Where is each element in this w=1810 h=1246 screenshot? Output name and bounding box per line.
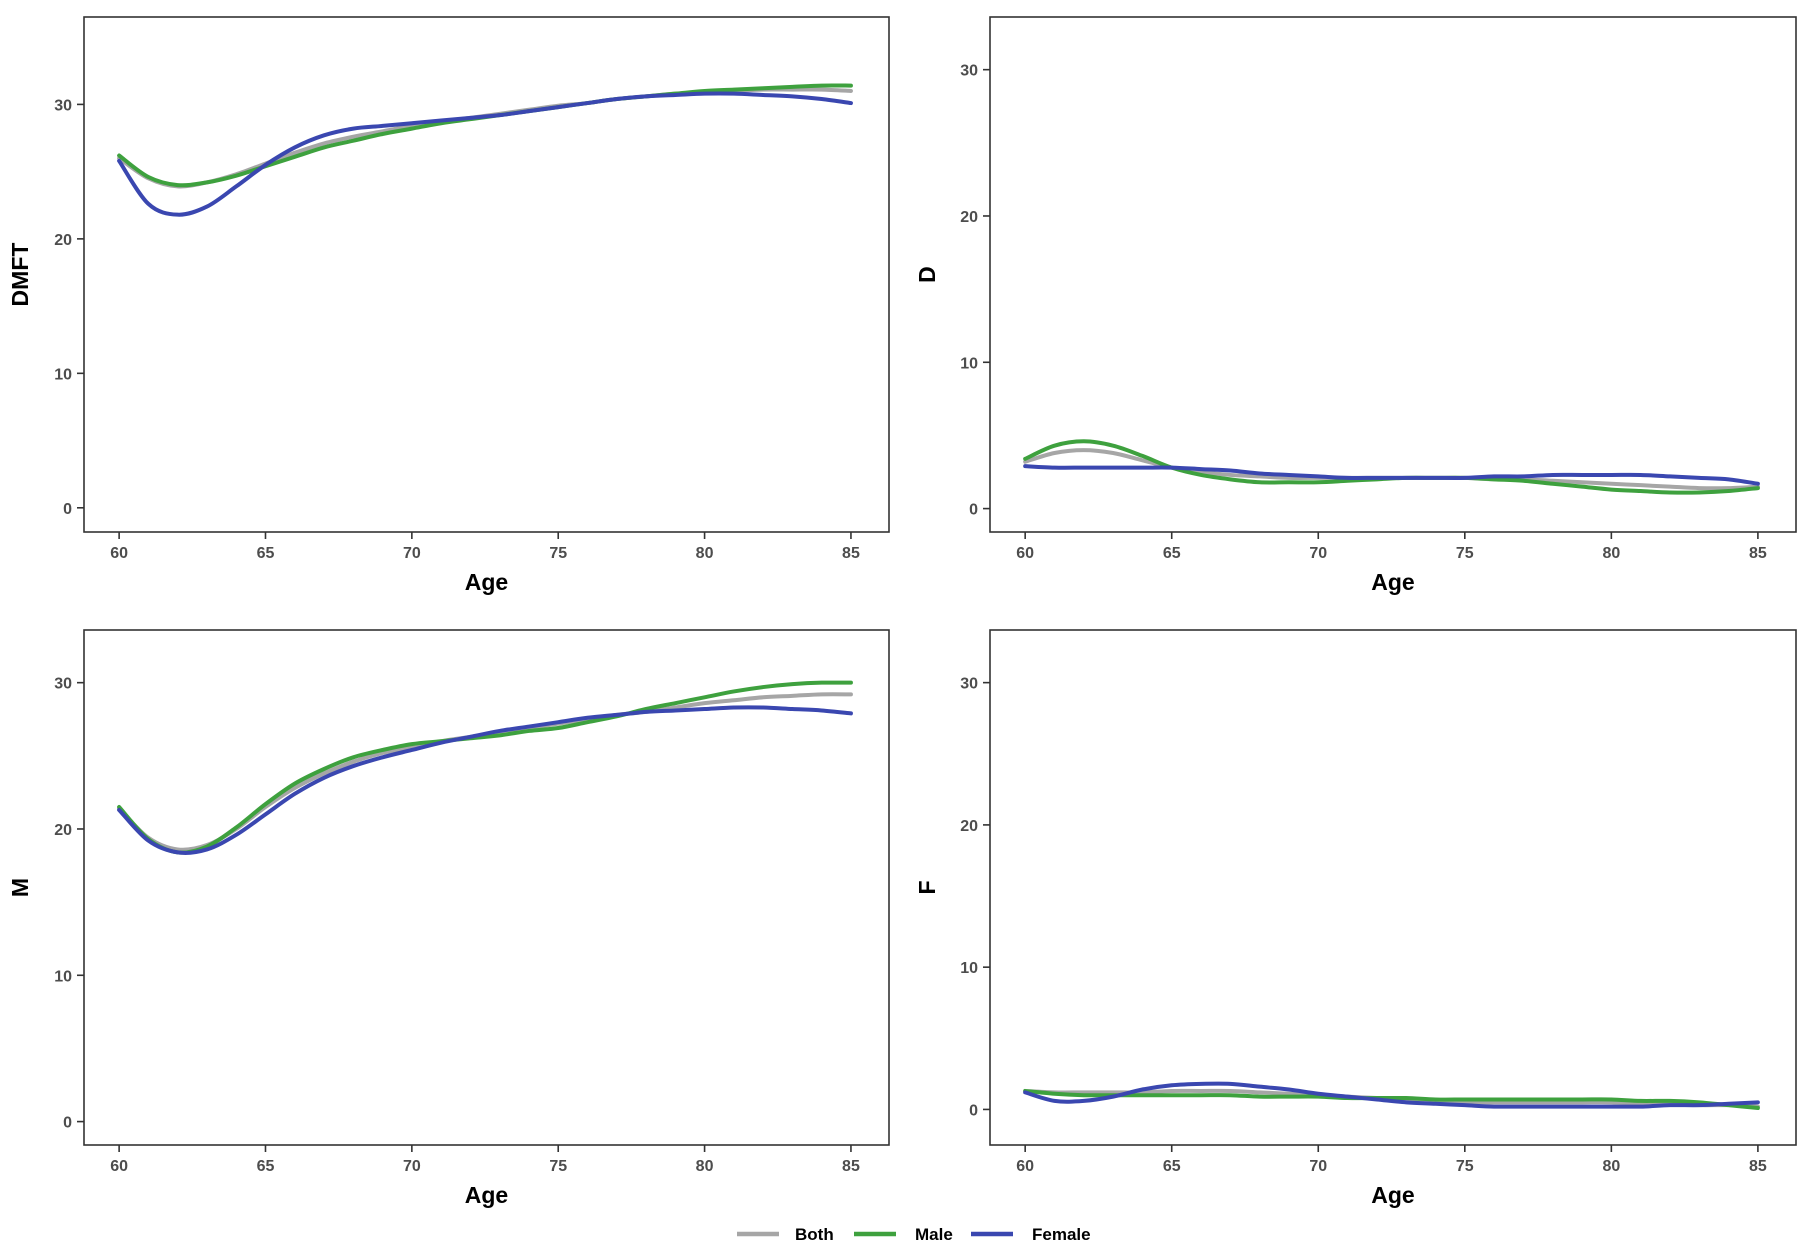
x-tick-label: 60 xyxy=(1016,545,1034,562)
y-tick-label: 20 xyxy=(960,818,978,835)
series-line-female xyxy=(117,705,853,855)
x-tick-label: 65 xyxy=(257,545,275,562)
legend-label: Both xyxy=(795,1225,834,1244)
panel-frame xyxy=(989,16,1797,533)
y-tick-label: 20 xyxy=(54,232,72,249)
x-tick-label: 70 xyxy=(403,545,421,562)
y-tick-label: 0 xyxy=(969,502,978,519)
y-axis-title: M xyxy=(7,878,33,897)
y-tick-label: 10 xyxy=(960,960,978,977)
y-axis-title: F xyxy=(914,880,940,894)
y-tick-label: 30 xyxy=(54,97,72,114)
y-tick-label: 30 xyxy=(960,63,978,80)
panel-m: 60 65 70 75 80 85 0 10 20 30 Age M xyxy=(7,629,890,1208)
x-tick-label: 75 xyxy=(1456,1158,1474,1175)
series-line-male xyxy=(117,680,853,855)
x-tick-label: 80 xyxy=(696,545,714,562)
legend-item-female: Female xyxy=(971,1225,1091,1244)
y-tick-label: 0 xyxy=(63,1115,72,1132)
series-line-both xyxy=(117,692,853,852)
y-tick-label: 30 xyxy=(54,676,72,693)
panel-dmft: 60 65 70 75 80 85 0 10 20 30 Age DMFT xyxy=(7,16,890,595)
x-tick-label: 80 xyxy=(1602,1158,1620,1175)
series-line-female xyxy=(1023,1081,1760,1109)
x-tick-label: 85 xyxy=(1749,545,1767,562)
x-tick-label: 75 xyxy=(549,1158,567,1175)
panels: 60 65 70 75 80 85 0 10 20 30 Age DMFT 60 65 70 75 80 85 0 1… xyxy=(7,16,1797,1208)
legend: Both Male Female xyxy=(737,1225,1091,1244)
y-axis-title: D xyxy=(914,266,940,283)
series-line-female xyxy=(1023,464,1760,486)
y-tick-label: 20 xyxy=(54,822,72,839)
legend-label: Male xyxy=(915,1225,953,1244)
x-tick-label: 65 xyxy=(257,1158,275,1175)
y-tick-label: 0 xyxy=(63,501,72,518)
x-tick-label: 65 xyxy=(1163,545,1181,562)
y-tick-label: 10 xyxy=(54,968,72,985)
panel-frame xyxy=(83,629,890,1146)
y-axis-title: DMFT xyxy=(7,243,33,307)
series-line-male xyxy=(1023,1088,1760,1111)
legend-item-both: Both xyxy=(737,1225,834,1244)
x-tick-label: 75 xyxy=(1456,545,1474,562)
legend-label: Female xyxy=(1032,1225,1091,1244)
x-tick-label: 60 xyxy=(110,545,128,562)
panel-d: 60 65 70 75 80 85 0 10 20 30 Age D xyxy=(914,16,1797,595)
x-tick-label: 80 xyxy=(1602,545,1620,562)
panel-frame xyxy=(989,629,1797,1146)
x-tick-label: 85 xyxy=(842,1158,860,1175)
x-axis-title: Age xyxy=(465,1182,508,1208)
x-axis-title: Age xyxy=(1371,1182,1414,1208)
x-tick-label: 70 xyxy=(403,1158,421,1175)
y-tick-label: 0 xyxy=(969,1102,978,1119)
y-tick-label: 10 xyxy=(960,355,978,372)
y-tick-label: 20 xyxy=(960,209,978,226)
series-line-male xyxy=(117,83,853,188)
panel-frame xyxy=(83,16,890,533)
x-tick-label: 80 xyxy=(696,1158,714,1175)
x-tick-label: 85 xyxy=(842,545,860,562)
x-tick-label: 70 xyxy=(1309,1158,1327,1175)
series-line-both xyxy=(117,87,853,189)
legend-item-male: Male xyxy=(854,1225,953,1244)
x-tick-label: 85 xyxy=(1749,1158,1767,1175)
y-tick-label: 10 xyxy=(54,366,72,383)
x-axis-title: Age xyxy=(465,569,508,595)
x-tick-label: 60 xyxy=(110,1158,128,1175)
x-axis-title: Age xyxy=(1371,569,1414,595)
x-tick-label: 65 xyxy=(1163,1158,1181,1175)
panel-f: 60 65 70 75 80 85 0 10 20 30 Age F xyxy=(914,629,1797,1208)
x-tick-label: 70 xyxy=(1309,545,1327,562)
x-tick-label: 75 xyxy=(549,545,567,562)
series-line-female xyxy=(117,91,853,217)
x-tick-label: 60 xyxy=(1016,1158,1034,1175)
y-tick-label: 30 xyxy=(960,676,978,693)
